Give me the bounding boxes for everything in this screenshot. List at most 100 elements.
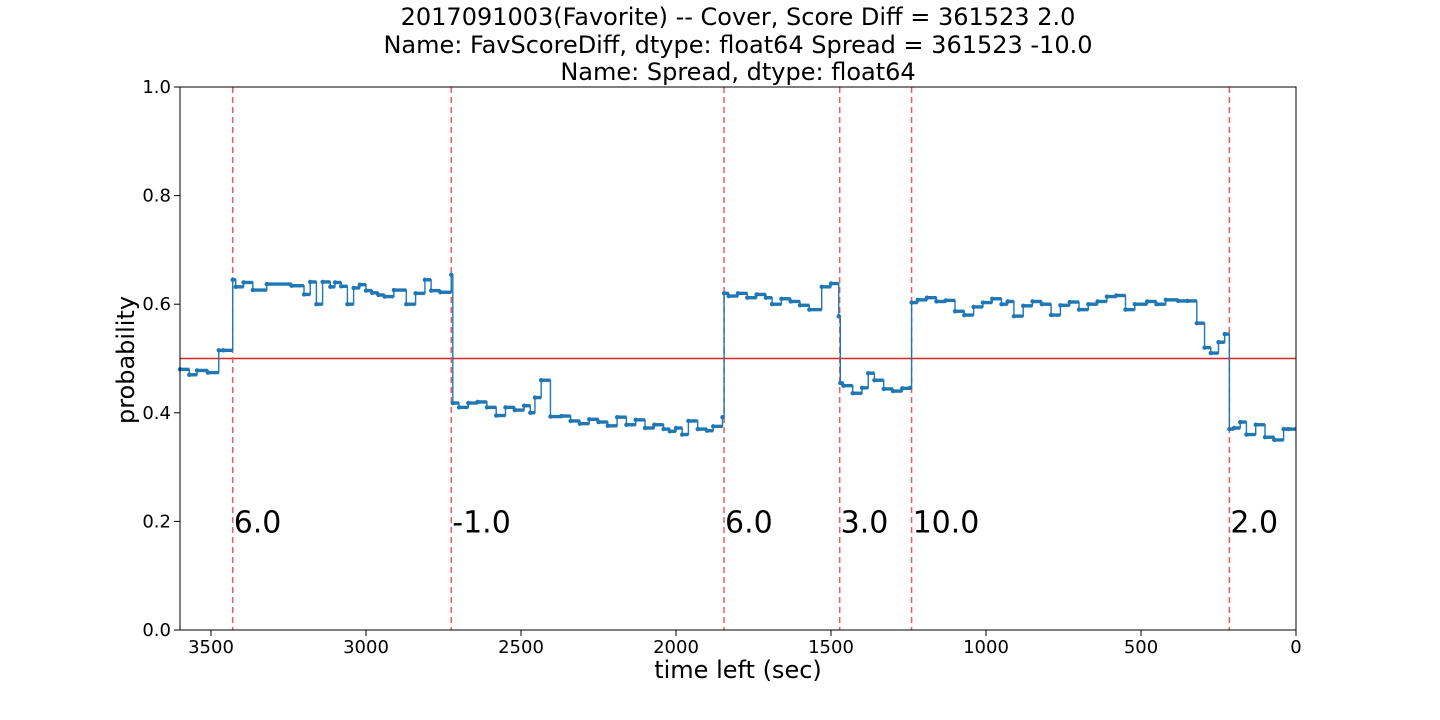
y-tick-label-0: 0.0 [142,620,171,641]
data-point-107 [1058,303,1063,308]
event-label-0: 6.0 [234,505,282,540]
data-point-48 [577,421,583,426]
y-tick-label-5: 1.0 [142,77,171,98]
data-point-71 [763,295,769,300]
data-point-121 [1194,321,1200,326]
data-point-84 [866,370,871,376]
data-point-127 [1231,425,1237,431]
data-point-20 [351,285,356,291]
data-point-25 [382,294,387,299]
data-point-2 [194,368,200,373]
data-point-39 [503,405,508,410]
data-point-75 [797,303,803,308]
event-label-3: 3.0 [841,505,889,540]
data-point-96 [962,312,967,318]
data-point-30 [428,288,434,293]
data-point-44 [538,378,544,383]
data-point-108 [1067,299,1072,305]
data-point-36 [475,399,480,405]
y-tick-label-2: 0.4 [142,403,171,424]
x-tick-label-2: 2500 [498,637,544,658]
data-point-35 [466,400,471,406]
x-tick-label-0: 3500 [188,637,234,658]
x-tick-label-3: 2000 [653,637,699,658]
data-point-131 [1262,435,1268,440]
x-tick-label-7: 0 [1290,637,1301,658]
data-point-26 [391,287,397,293]
data-point-52 [614,414,620,420]
data-point-118 [1163,297,1169,303]
data-point-67 [726,293,731,299]
data-point-133 [1281,426,1286,432]
data-point-24 [376,292,381,298]
data-point-21 [357,282,362,287]
data-point-3 [205,370,211,375]
series-line-0 [180,274,1296,441]
data-point-53 [624,422,629,427]
data-point-49 [587,417,592,422]
data-point-1 [187,372,192,377]
data-point-51 [605,423,610,429]
data-point-83 [859,385,865,391]
data-point-116 [1145,299,1150,304]
data-point-37 [484,405,490,410]
data-point-109 [1076,307,1082,312]
title-line-1: 2017091003(Favorite) -- Cover, Score Dif… [401,3,1076,31]
data-point-14 [314,302,319,307]
data-point-125 [1222,331,1227,337]
data-point-90 [909,300,914,305]
y-axis-label: probability [112,296,140,424]
y-tick-label-4: 0.8 [142,186,171,207]
data-point-32 [449,272,454,278]
data-point-57 [661,426,666,432]
event-label-1: -1.0 [452,505,511,540]
data-point-56 [652,422,657,427]
plot-area: 6.0 -1.0 6.0 3.0 10.0 2.0 [177,87,1296,630]
data-point-120 [1185,298,1190,304]
data-point-23 [370,290,375,295]
data-point-114 [1123,307,1128,312]
data-point-106 [1048,312,1054,318]
data-point-47 [568,418,573,424]
data-point-60 [680,432,685,437]
data-point-105 [1039,302,1045,307]
data-point-6 [230,277,235,282]
data-point-61 [686,418,691,424]
data-point-4 [216,348,221,353]
data-point-132 [1272,437,1277,443]
data-point-122 [1202,345,1207,350]
data-point-28 [413,291,418,296]
data-point-29 [422,277,428,282]
data-point-31 [438,290,443,295]
data-point-8 [241,280,246,285]
data-point-54 [633,417,638,423]
data-point-79 [836,313,841,319]
data-point-89 [907,385,913,391]
data-point-64 [711,424,716,429]
y-axis: 0.0 0.2 0.4 0.6 0.8 1.0 [142,77,180,641]
data-point-11 [289,283,294,288]
data-point-80 [838,380,843,386]
data-point-86 [881,386,886,392]
data-point-115 [1132,302,1138,307]
data-point-112 [1104,294,1110,299]
data-point-126 [1227,426,1232,432]
data-point-7 [233,284,238,290]
data-point-10 [264,281,269,287]
data-point-9 [250,287,256,293]
x-tick-label-1: 3000 [343,637,389,658]
data-point-63 [704,428,710,433]
data-point-95 [952,309,958,314]
data-point-117 [1154,302,1159,307]
data-point-40 [512,407,517,413]
data-point-59 [673,425,679,431]
data-point-66 [721,291,727,296]
data-point-102 [1011,313,1017,319]
data-point-94 [943,298,948,303]
data-point-85 [872,378,877,383]
x-tick-label-6: 500 [1124,637,1158,658]
data-point-16 [328,284,333,290]
data-point-98 [980,300,986,305]
data-point-68 [735,291,741,296]
data-point-45 [548,414,553,419]
